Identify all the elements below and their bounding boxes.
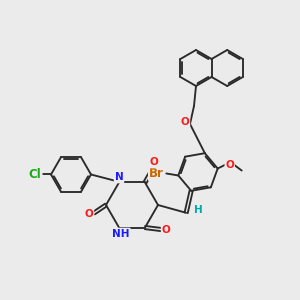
Text: H: H xyxy=(194,205,203,215)
Text: O: O xyxy=(225,160,234,170)
Text: Cl: Cl xyxy=(28,168,41,181)
Text: O: O xyxy=(85,209,93,219)
Text: NH: NH xyxy=(112,229,130,238)
Text: O: O xyxy=(150,158,158,167)
Text: Br: Br xyxy=(149,167,164,180)
Text: O: O xyxy=(181,117,189,127)
Text: O: O xyxy=(162,224,170,235)
Text: N: N xyxy=(115,172,123,182)
